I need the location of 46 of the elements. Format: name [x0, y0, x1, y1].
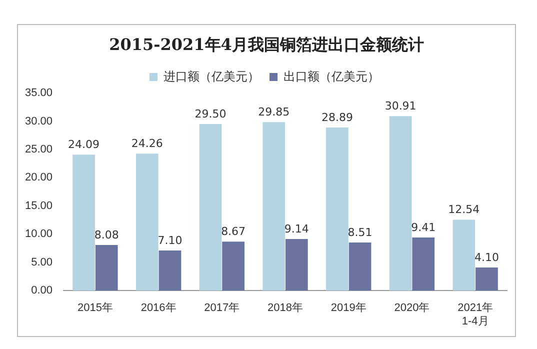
bar: [158, 250, 182, 291]
bar: [136, 154, 158, 291]
bar: [348, 242, 372, 291]
y-tick-label: 5.00: [31, 256, 53, 268]
data-label: 29.85: [258, 105, 290, 118]
bar: [412, 237, 435, 291]
x-tick-label: 2016年: [140, 302, 176, 314]
y-tick-label: 25.00: [24, 143, 53, 156]
y-tick-label: 0.00: [31, 284, 53, 297]
data-label: 8.67: [221, 225, 246, 238]
y-tick-label: 20.00: [24, 172, 53, 184]
data-label: 24.09: [68, 138, 100, 151]
data-label: 24.26: [131, 136, 163, 150]
x-tick-label: 2021年 1-4月: [458, 302, 494, 328]
data-label: 28.89: [321, 110, 353, 124]
y-tick-label: 15.00: [24, 200, 53, 212]
bar: [285, 239, 308, 291]
data-label: 4.10: [474, 250, 499, 264]
legend-label: 进口额（亿美元）: [164, 69, 260, 84]
data-label: 8.08: [94, 228, 119, 242]
y-tick-label: 35.00: [24, 87, 53, 100]
data-label: 12.54: [448, 203, 480, 216]
x-tick-label: 2020年: [394, 302, 430, 314]
data-label: 7.10: [158, 234, 182, 247]
y-tick-label: 10.00: [24, 228, 53, 240]
data-label: 30.91: [384, 99, 416, 112]
x-tick-label: 2018年: [268, 302, 304, 314]
data-label: 9.41: [411, 220, 436, 234]
x-tick-label: 2017年: [204, 302, 240, 314]
bar: [222, 242, 244, 291]
bar: [476, 267, 498, 291]
data-label: 8.51: [348, 226, 372, 239]
bar: [452, 220, 476, 291]
bar: [262, 122, 286, 291]
bar: [72, 154, 95, 291]
data-label: 29.50: [194, 107, 226, 120]
bar: [199, 124, 222, 291]
bar: [389, 116, 412, 291]
x-tick-label: 2015年: [77, 302, 113, 314]
chart-title: 2015-2021年4月我国铜箔进出口金额统计: [108, 35, 425, 56]
x-tick-label: 2019年: [330, 302, 366, 314]
data-label: 9.14: [284, 222, 309, 236]
bar: [95, 244, 118, 291]
bar: [326, 127, 348, 291]
legend-label: 出口额（亿美元）: [284, 69, 380, 84]
y-tick-label: 30.00: [24, 115, 53, 128]
